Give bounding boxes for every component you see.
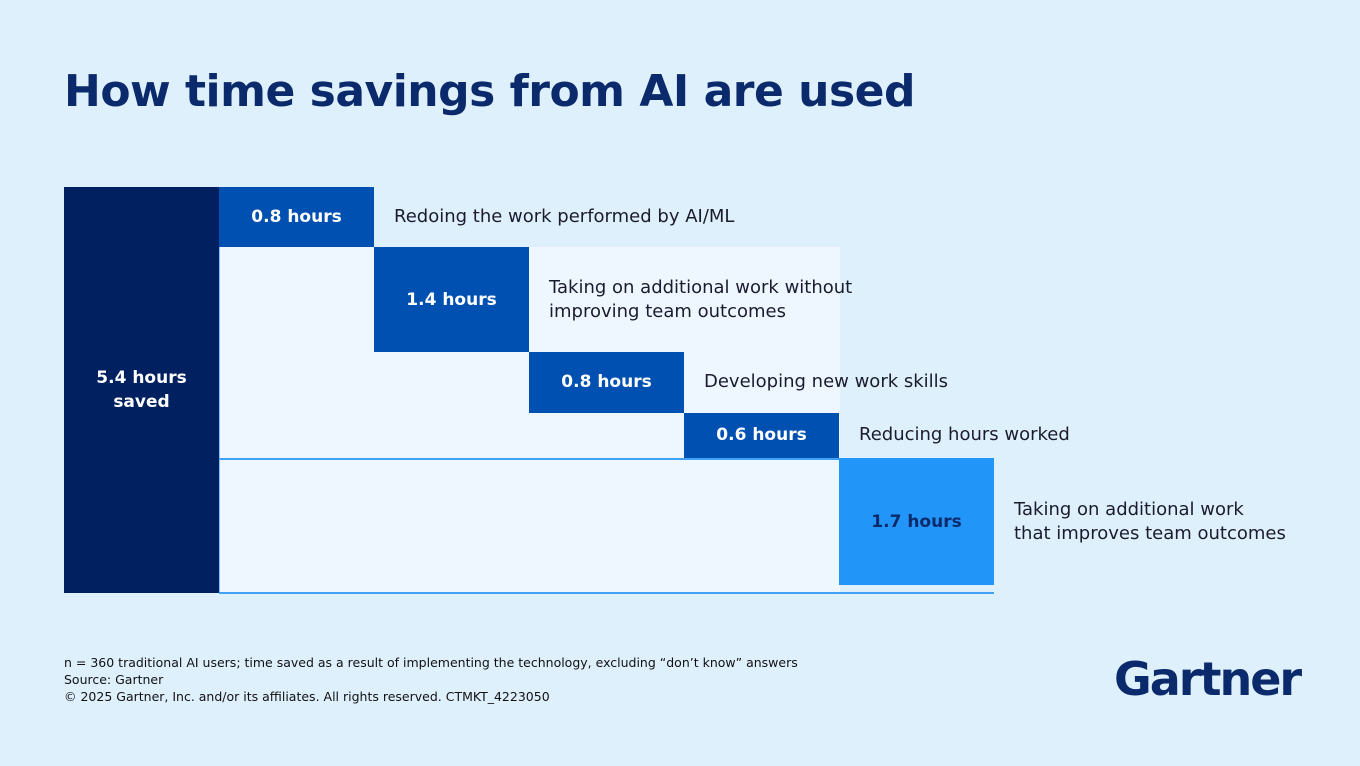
value-label: 0.6 hours: [716, 425, 807, 446]
bar: [839, 457, 994, 586]
total-bar: [64, 187, 219, 593]
bar: [529, 352, 684, 413]
total-label: 5.4 hours saved: [96, 368, 187, 412]
category-label: Reducing hours worked: [859, 424, 1070, 446]
value-label: 1.4 hours: [406, 289, 497, 310]
footnote: Source: Gartner: [64, 672, 164, 687]
chart-title: How time savings from AI are used: [64, 66, 916, 117]
footnote: n = 360 traditional AI users; time saved…: [64, 655, 798, 670]
category-label: Taking on additional work that improves …: [1014, 498, 1286, 544]
value-label: 0.8 hours: [561, 372, 652, 393]
value-label: 0.8 hours: [251, 207, 342, 228]
bar: [374, 247, 529, 353]
footnote: © 2025 Gartner, Inc. and/or its affiliat…: [64, 689, 550, 704]
category-label: Taking on additional work without improv…: [549, 276, 853, 322]
logo: Gartner: [1114, 652, 1302, 706]
value-label: 1.7 hours: [871, 511, 962, 532]
guide-line: [219, 592, 994, 594]
category-label: Developing new work skills: [704, 371, 949, 393]
bar: [684, 412, 839, 458]
bar: [219, 187, 374, 248]
guide-line: [219, 457, 839, 460]
category-label: Redoing the work performed by AI/ML: [394, 206, 735, 228]
